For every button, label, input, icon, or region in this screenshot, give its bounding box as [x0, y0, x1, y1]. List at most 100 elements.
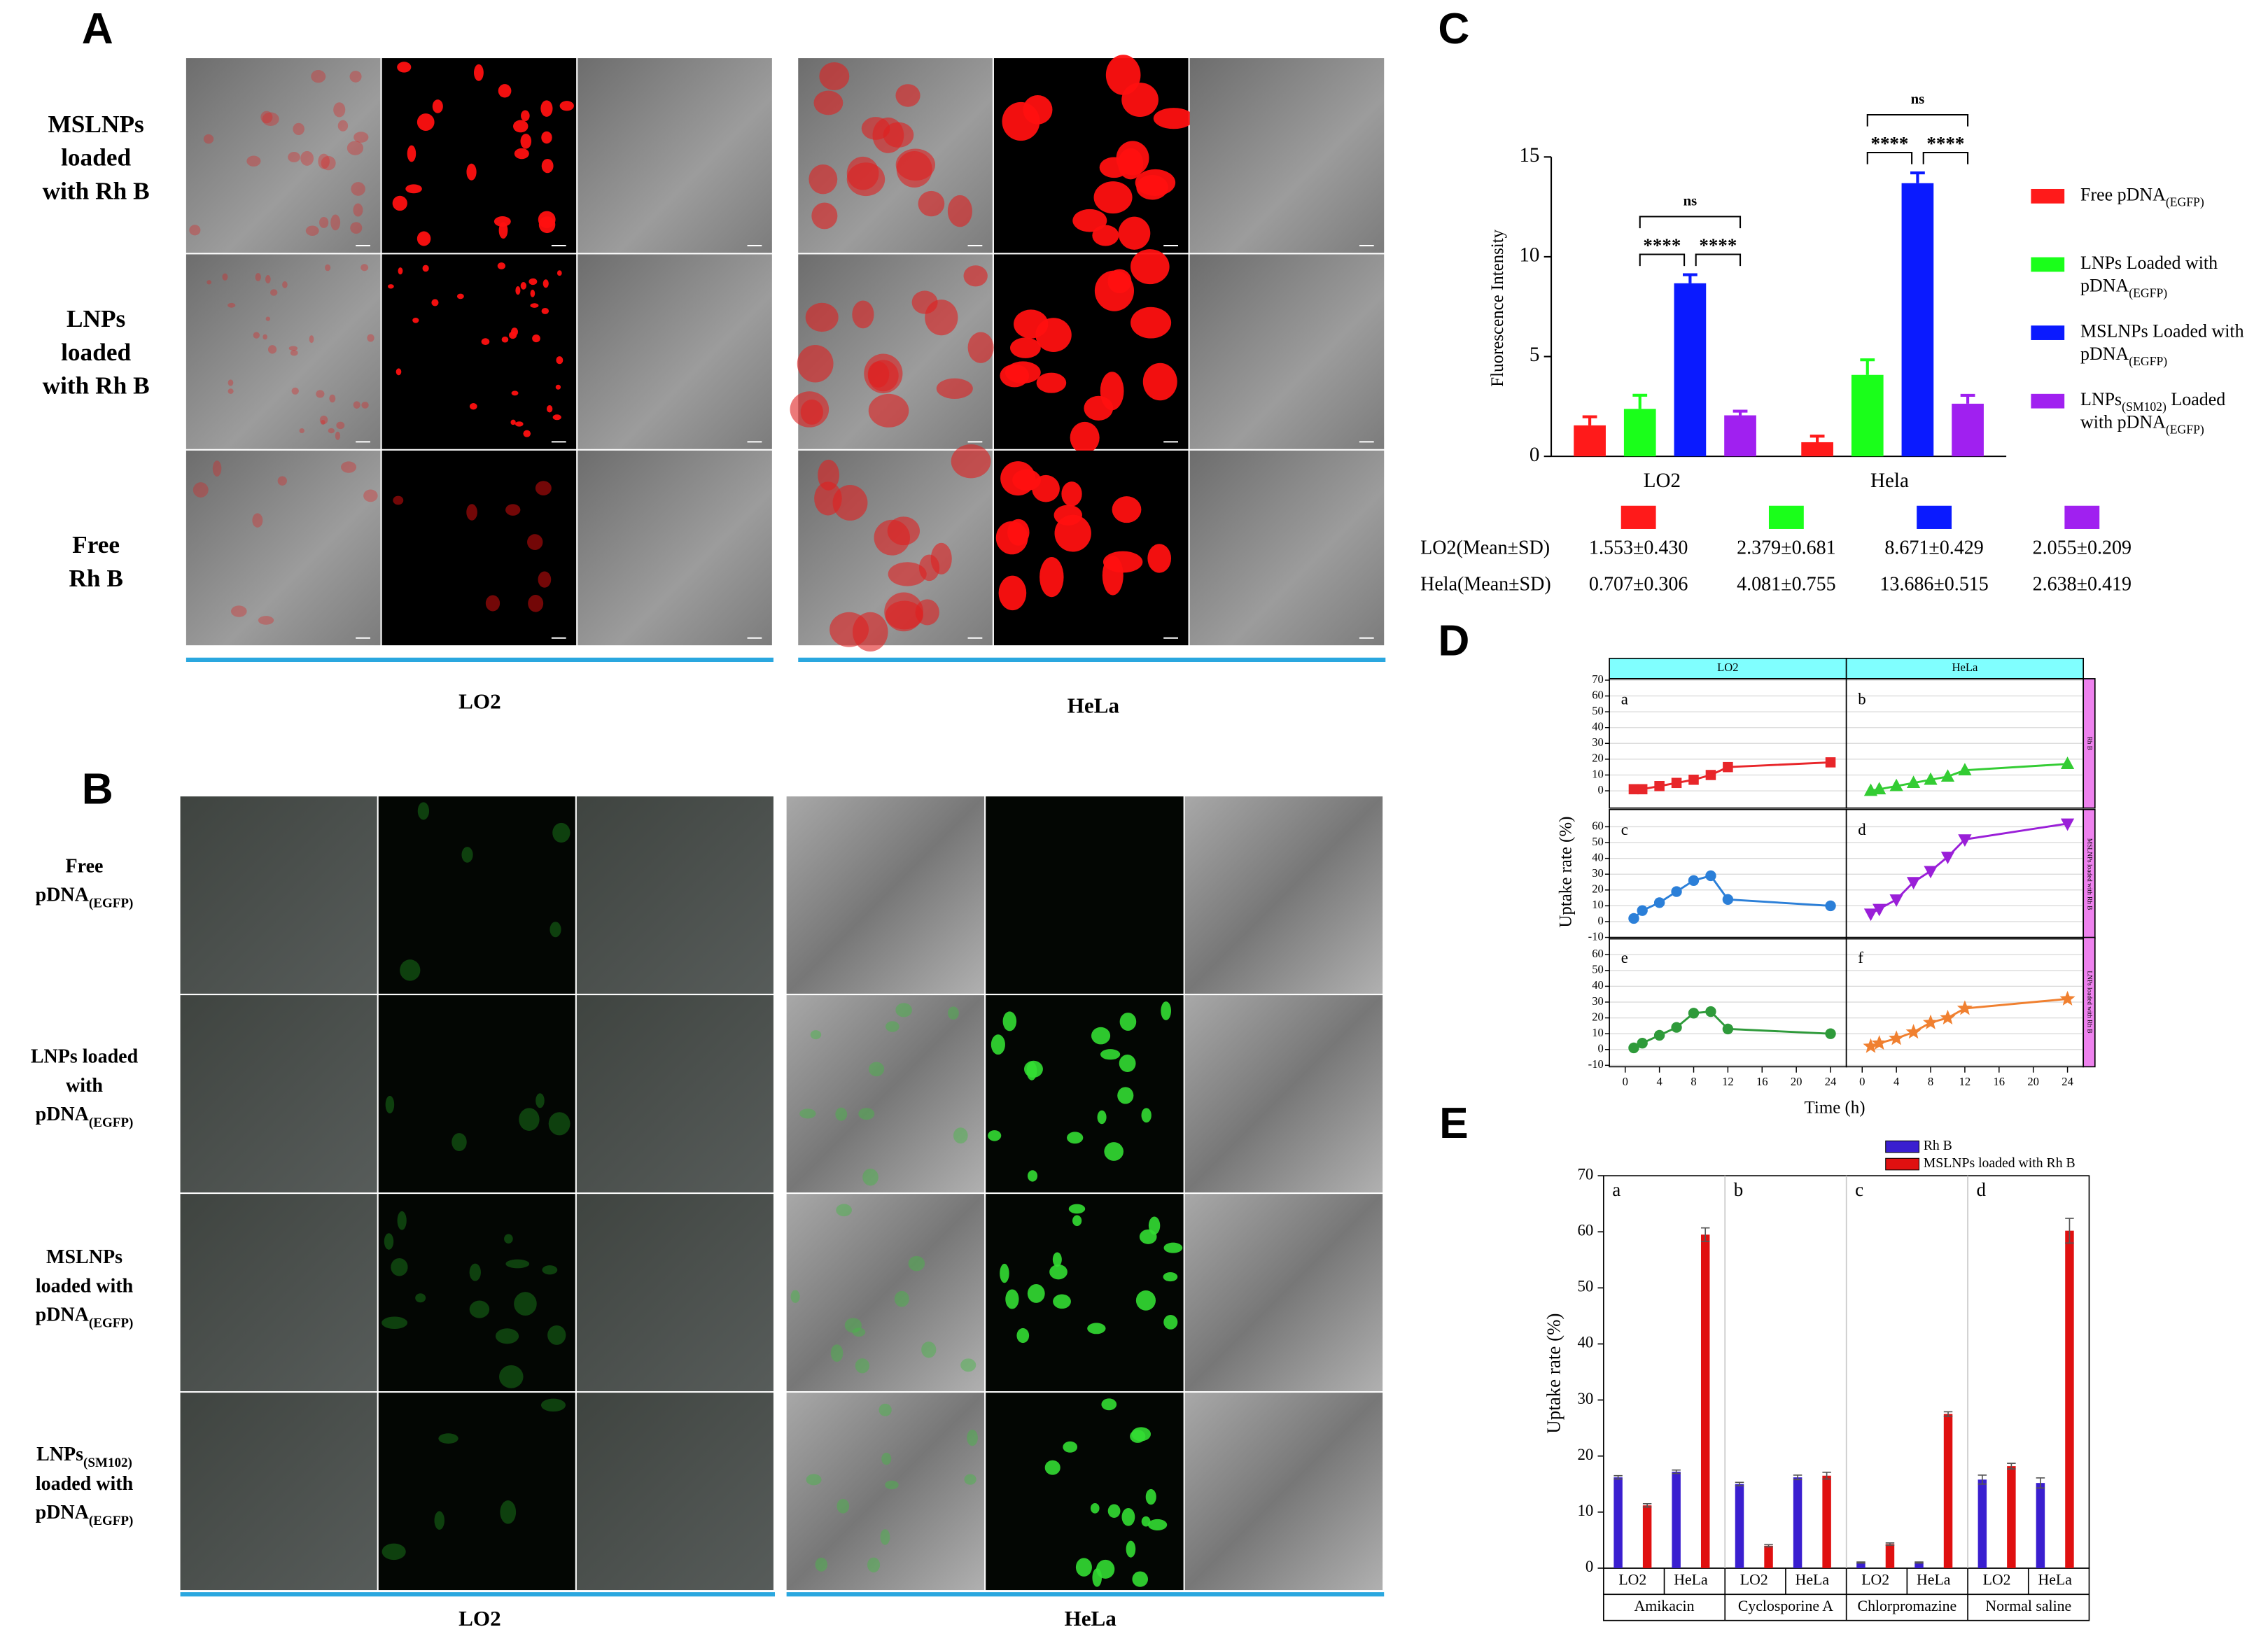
y-tick-label: 40 — [1577, 1334, 1593, 1351]
micrograph — [986, 995, 1184, 1193]
cell-signal — [541, 159, 554, 174]
row-label: MSLNPs — [48, 111, 144, 138]
cell-signal — [469, 1300, 490, 1318]
micrograph — [576, 995, 774, 1193]
cell-signal — [1119, 1013, 1137, 1031]
bar — [1856, 1562, 1865, 1568]
table-value: 0.707±0.306 — [1589, 573, 1688, 595]
table-value: 8.671±0.429 — [1884, 537, 1983, 558]
cell-signal — [189, 225, 201, 236]
cell-signal — [542, 1265, 558, 1275]
micrograph — [186, 58, 381, 253]
row-label: LNPs loaded — [31, 1045, 139, 1067]
bar — [1764, 1545, 1773, 1568]
point — [1940, 1009, 1956, 1024]
cell-signal — [309, 335, 314, 344]
y-tick-label: 0 — [1598, 783, 1604, 796]
cell-signal — [498, 84, 512, 98]
point — [1628, 1042, 1639, 1054]
group-label: Chlorpromazine — [1858, 1598, 1957, 1614]
micrograph — [378, 1393, 575, 1591]
error-bar — [1700, 1227, 1710, 1242]
x-tick-label: 24 — [2062, 1075, 2073, 1088]
cell-signal — [203, 134, 214, 144]
x-tick-label: LO2 — [1861, 1572, 1889, 1589]
significance-label: ns — [1911, 92, 1925, 107]
cell-signal — [810, 1030, 822, 1040]
cell-signal — [382, 1316, 408, 1330]
cell-signal — [830, 1344, 844, 1362]
cell-signal — [1130, 307, 1172, 339]
cell-signal — [883, 122, 914, 148]
cell-signal — [790, 1290, 800, 1303]
cell-signal — [1099, 157, 1129, 178]
point — [1958, 763, 1972, 775]
point — [1671, 777, 1682, 789]
panel-label: C — [1438, 5, 1469, 53]
error-bar — [1977, 1474, 1987, 1485]
point — [1924, 772, 1938, 785]
cell-signal — [311, 70, 326, 83]
cell-signal — [1092, 1568, 1102, 1587]
point — [1637, 905, 1648, 916]
y-tick-label: -10 — [1588, 929, 1604, 943]
cell-signal — [1147, 544, 1172, 573]
cell-signal — [541, 308, 550, 314]
cell-signal — [262, 112, 279, 126]
point — [1688, 774, 1699, 785]
y-tick-label: 70 — [1577, 1165, 1593, 1183]
point — [1923, 1014, 1939, 1029]
cell-signal — [393, 495, 404, 505]
micrograph — [786, 796, 985, 994]
x-tick-label: HeLa — [1795, 1572, 1830, 1589]
cell-signal — [555, 384, 561, 390]
significance-bracket — [1866, 151, 1913, 164]
cell-signal — [852, 300, 874, 329]
cell-signal — [354, 132, 369, 143]
x-tick-label: 20 — [2027, 1075, 2039, 1088]
cell-signal — [867, 361, 890, 388]
cell-signal — [466, 163, 477, 181]
cell-signal — [541, 131, 552, 144]
cell-signal — [552, 822, 570, 843]
cell-signal — [321, 155, 336, 171]
point — [2059, 990, 2076, 1006]
cell-signal — [542, 279, 549, 288]
table-row-label: LO2(Mean±SD) — [1420, 537, 1550, 558]
legend-label: LNPs(SM102) Loaded with pDNA(EGFP) — [2080, 389, 2225, 437]
y-tick-label: 5 — [1530, 344, 1540, 366]
x-tick-label: LO2 — [1740, 1572, 1768, 1589]
cell-signal — [1072, 1215, 1082, 1227]
micrograph — [578, 450, 772, 646]
cell-signal — [995, 521, 1028, 555]
x-tick-label: 12 — [1722, 1075, 1734, 1088]
x-tick-label: 8 — [1928, 1075, 1933, 1088]
cell-signal — [1121, 1508, 1135, 1526]
cell-signal — [222, 273, 228, 281]
cell-signal — [1054, 514, 1091, 552]
row-label: Rh B — [69, 565, 122, 592]
y-tick-label: 50 — [1592, 963, 1604, 976]
point — [1671, 1022, 1682, 1033]
cell-signal — [799, 1108, 816, 1119]
cell-signal — [1014, 309, 1049, 339]
cell-signal — [967, 1429, 978, 1446]
cell-signal — [325, 264, 331, 272]
cell-signal — [267, 345, 277, 354]
error-bar — [2036, 1477, 2045, 1489]
micrograph — [786, 1393, 985, 1591]
cell-signal — [1072, 209, 1107, 232]
cell-signal — [1009, 337, 1041, 358]
cell-signal — [836, 1498, 850, 1514]
y-tick-label: 20 — [1592, 882, 1604, 896]
cell-signal — [497, 262, 506, 269]
error-bar — [1960, 393, 1975, 404]
cell-signal — [858, 1108, 875, 1120]
significance-label: **** — [1699, 234, 1737, 255]
table-swatch — [1620, 505, 1656, 529]
cell-signal — [1040, 556, 1064, 598]
cell-signal — [894, 1290, 909, 1307]
cell-signal — [836, 1204, 852, 1217]
error-bar — [1642, 1502, 1652, 1508]
cell-signal — [855, 1358, 870, 1374]
